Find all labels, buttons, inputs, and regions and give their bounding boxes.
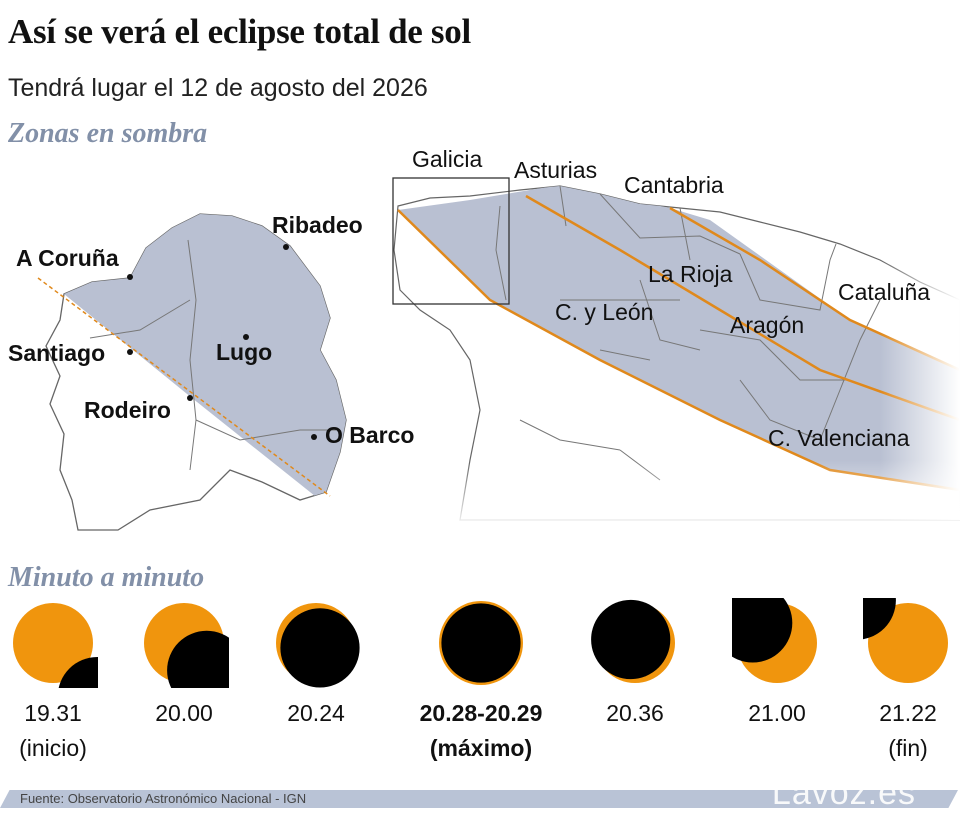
eclipse-phase-icon	[276, 603, 360, 688]
phase-3: 20.24	[246, 598, 386, 735]
map-section-heading: Zonas en sombra	[8, 118, 208, 149]
galicia-detail-map: A Coruña Ribadeo Santiago Lugo Rodeiro O…	[8, 212, 414, 531]
galicia-inset-frame	[392, 177, 510, 305]
phase-note: (fin)	[888, 735, 928, 761]
region-label-valenciana: C. Valenciana	[768, 425, 910, 451]
region-label-aragon: Aragón	[730, 312, 804, 338]
phase-note: (máximo)	[429, 735, 533, 761]
footer-band	[0, 790, 958, 808]
spain-north-map: Galicia Asturias Cantabria La Rioja Cata…	[392, 146, 960, 530]
page-subtitle: Tendrá lugar el 12 de agosto del 2026	[8, 74, 428, 102]
region-label-cantabria: Cantabria	[624, 172, 724, 198]
galicia-band-edge	[37, 277, 331, 497]
galicia-province-borders	[89, 239, 336, 471]
phase-4: 20.28-20.29 (máximo)	[411, 598, 551, 762]
eclipse-phase-icon	[591, 599, 675, 683]
region-label-galicia: Galicia	[412, 146, 483, 172]
place-label-rodeiro: Rodeiro	[84, 397, 171, 423]
phase-time: 19.31	[24, 700, 82, 726]
place-label-lugo: Lugo	[216, 339, 272, 365]
eclipse-phase-icon	[144, 603, 229, 688]
source-credit: Fuente: Observatorio Astronómico Naciona…	[20, 791, 307, 806]
moon-disc	[441, 603, 521, 683]
place-dots	[127, 244, 317, 440]
place-label-santiago: Santiago	[8, 340, 105, 366]
phase-time: 21.22	[879, 700, 937, 726]
moon-disc	[732, 598, 793, 663]
region-label-cyleon: C. y León	[555, 299, 653, 325]
phase-6: 21.00	[707, 598, 847, 735]
moon-disc	[863, 598, 896, 640]
eclipse-phase-icon	[439, 601, 523, 685]
eclipse-phase-icon	[13, 603, 98, 688]
footer-bar: Fuente: Observatorio Astronómico Naciona…	[0, 774, 960, 812]
moon-disc	[58, 657, 98, 688]
phase-time: 20.24	[287, 700, 345, 726]
region-label-la-rioja: La Rioja	[648, 261, 733, 287]
place-label-ribadeo: Ribadeo	[272, 212, 363, 238]
phase-time: 20.00	[155, 700, 213, 726]
eclipse-phase-icon	[863, 598, 948, 683]
place-label-a-coruna: A Coruña	[16, 245, 119, 271]
phase-1: 19.31 (inicio)	[0, 598, 123, 762]
phase-5: 20.36	[565, 598, 705, 735]
brand-logo: Lavoz.es	[771, 774, 916, 812]
moon-disc	[167, 630, 229, 688]
phase-note: (inicio)	[19, 735, 87, 761]
region-label-asturias: Asturias	[514, 157, 597, 183]
eclipse-phase-icon	[732, 598, 817, 683]
region-label-cataluna: Cataluña	[838, 279, 930, 305]
eclipse-map: A Coruña Ribadeo Santiago Lugo Rodeiro O…	[8, 146, 960, 531]
phase-time: 20.36	[606, 700, 664, 726]
moon-disc	[280, 608, 360, 688]
timeline-section-heading: Minuto a minuto	[8, 562, 205, 593]
phase-time: 21.00	[748, 700, 806, 726]
page-title: Así se verá el eclipse total de sol	[8, 12, 471, 51]
fade-bottom	[450, 460, 960, 530]
phase-7: 21.22 (fin)	[838, 598, 960, 762]
place-label-o-barco: O Barco	[325, 422, 414, 448]
moon-disc	[591, 599, 671, 680]
phase-time: 20.28-20.29	[419, 700, 543, 726]
phase-2: 20.00	[114, 598, 254, 735]
region-borders	[495, 185, 881, 481]
